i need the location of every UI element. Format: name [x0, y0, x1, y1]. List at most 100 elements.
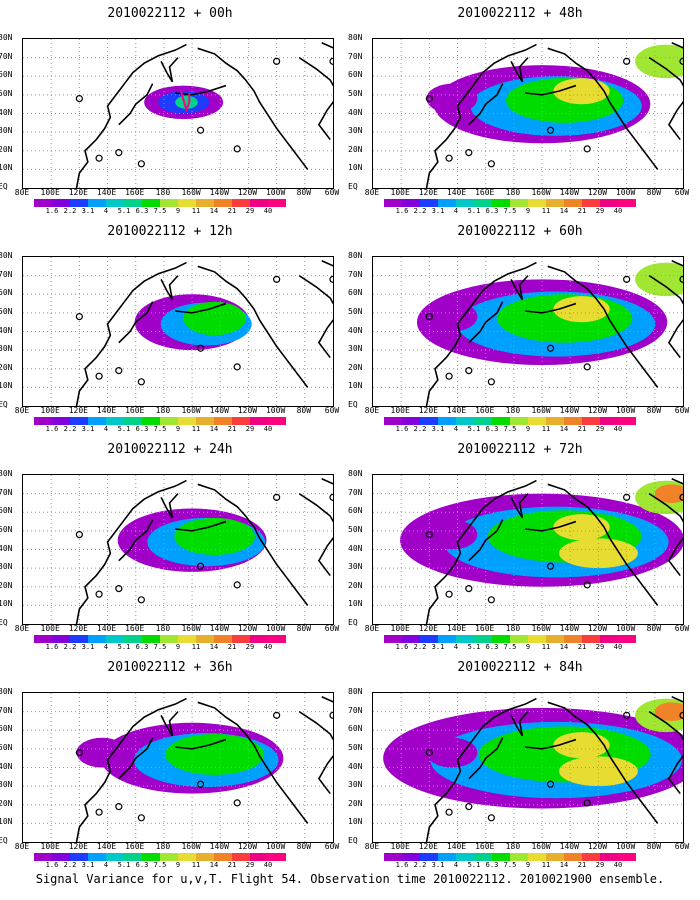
coastline [525, 84, 577, 96]
colorbar-swatch [88, 417, 106, 425]
longitude-label: 180 [155, 406, 171, 415]
colorbar-labels: 1.6 2.2 3.1 4 5.1 6.3 7.5 9 11 14 21 29 40 [34, 862, 314, 870]
colorbar-label: 2.2 [63, 861, 77, 869]
island-outline [425, 748, 433, 757]
colorbar-label: 40 [613, 425, 623, 433]
colorbar-swatch [546, 417, 564, 425]
colorbar-swatch [438, 853, 456, 861]
latitude-label: 60N [0, 70, 13, 80]
coastline [547, 483, 659, 606]
longitude-label: 80E [14, 624, 30, 633]
longitude-label: 180 [155, 842, 171, 851]
variance-contour [654, 702, 683, 721]
longitude-label: 120W [237, 406, 258, 415]
latitude-label: EQ [0, 400, 8, 409]
coastline [425, 697, 537, 842]
colorbar-label: 1.6 [45, 643, 59, 651]
island-outline [445, 154, 453, 162]
colorbar-label: 3.1 [81, 861, 95, 869]
colorbar-label: 14 [209, 861, 219, 869]
longitude-label: 120E [68, 406, 88, 415]
longitude-label: 100W [265, 842, 286, 851]
coastline [197, 701, 309, 824]
island-outline [329, 493, 333, 501]
colorbar-label: 2.2 [63, 207, 77, 215]
colorbar-label: 1.6 [45, 425, 59, 433]
longitude-label: 120E [68, 624, 88, 633]
longitude-label: 160W [531, 406, 551, 415]
coastline [118, 301, 154, 344]
colorbar-label: 4 [103, 425, 109, 433]
colorbar-label: 1.6 [395, 643, 409, 651]
latitude-label: 40N [0, 543, 13, 553]
colorbar-swatch [492, 853, 510, 861]
colorbar-swatch [402, 199, 420, 207]
latitude-label: EQ [0, 618, 8, 627]
longitude-label: 120E [418, 406, 438, 415]
latitude-label: 80N [0, 251, 13, 260]
colorbar-swatch [384, 635, 402, 643]
panel-title: 2010022112 + 72h [457, 442, 583, 457]
island-outline [233, 145, 241, 153]
colorbar [34, 199, 286, 207]
latitude-label: 40N [0, 107, 13, 117]
island-outline [329, 275, 333, 283]
latitude-label: 80N [348, 251, 363, 260]
longitude-label: 160W [531, 624, 551, 633]
longitude-label: 100E [390, 188, 410, 197]
coastline [160, 711, 179, 737]
longitude-label: 140E [446, 624, 467, 633]
longitude-label: 100E [40, 842, 60, 851]
colorbar-label: 40 [613, 861, 623, 869]
colorbar-swatch [232, 853, 250, 861]
colorbar-label: 21 [227, 425, 237, 433]
coastline [525, 738, 577, 750]
longitude-label: 120W [587, 406, 608, 415]
longitude-label: 120E [418, 624, 438, 633]
colorbar-swatch [510, 417, 528, 425]
variance-contour [553, 78, 610, 105]
longitude-label: 180 [155, 188, 171, 197]
longitude-label: 180 [505, 188, 521, 197]
coastline [298, 274, 333, 359]
longitude-label: 80W [646, 842, 662, 851]
map-panel: 2010022112 + 12h 80N 70N 60N 50N 40N 30N 20N 10N… [0, 218, 340, 433]
coastline [425, 43, 537, 188]
colorbar-label: 7.5 [153, 643, 167, 651]
colorbar-label: 3.1 [431, 861, 445, 869]
variance-field [23, 257, 333, 406]
colorbar-swatch [456, 635, 474, 643]
latitude-label: 80N [348, 687, 363, 696]
colorbar-swatch [106, 417, 124, 425]
coastline [525, 520, 577, 532]
colorbar-label: 5.1 [117, 425, 131, 433]
longitude-label: 160E [125, 406, 145, 415]
colorbar-label: 7.5 [153, 861, 167, 869]
variance-contour [426, 737, 478, 768]
island-outline [546, 126, 555, 134]
coastline [75, 697, 187, 842]
colorbar-swatch [564, 635, 582, 643]
colorbar-swatch [70, 853, 88, 861]
coastline [671, 259, 683, 267]
colorbar-label: 5.1 [117, 643, 131, 651]
colorbar-label: 2.2 [413, 861, 427, 869]
latitude-label: 30N [348, 344, 363, 354]
longitude-label: 80E [364, 188, 380, 197]
island-outline [546, 562, 555, 570]
colorbar-label: 1.6 [395, 207, 409, 215]
island-outline [583, 799, 591, 807]
colorbar-label: 21 [577, 643, 587, 651]
longitude-label: 80W [296, 188, 312, 197]
longitude-label: 60W [674, 624, 690, 633]
longitude-label: 180 [505, 842, 521, 851]
island-outline [583, 363, 591, 371]
island-outline [583, 581, 591, 589]
colorbar-label: 29 [245, 643, 255, 651]
colorbar-label: 21 [227, 207, 237, 215]
colorbar-swatch [474, 199, 492, 207]
colorbar-swatch [528, 199, 546, 207]
colorbar-label: 11 [191, 861, 201, 869]
latitude-label: 80N [0, 33, 13, 42]
colorbar-swatch [268, 199, 286, 207]
